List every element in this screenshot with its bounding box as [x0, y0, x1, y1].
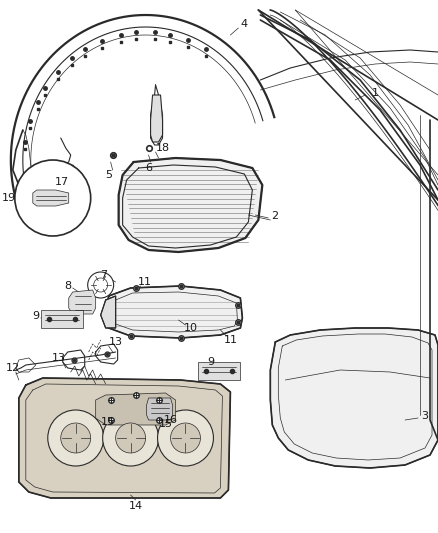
- Text: 9: 9: [32, 311, 39, 321]
- Text: 7: 7: [100, 270, 107, 280]
- Text: 8: 8: [64, 281, 71, 291]
- Circle shape: [102, 410, 159, 466]
- Polygon shape: [101, 296, 116, 328]
- Text: 6: 6: [145, 163, 152, 173]
- Polygon shape: [33, 190, 69, 206]
- Polygon shape: [147, 398, 173, 420]
- Circle shape: [48, 410, 104, 466]
- Circle shape: [88, 272, 113, 298]
- Text: 11: 11: [138, 277, 152, 287]
- Text: 13: 13: [52, 353, 66, 363]
- Text: 9: 9: [207, 357, 214, 367]
- Text: 19: 19: [2, 193, 16, 203]
- Text: 16: 16: [163, 415, 177, 425]
- Text: 17: 17: [55, 177, 69, 187]
- Text: 18: 18: [155, 143, 170, 153]
- Text: 13: 13: [109, 337, 123, 347]
- Text: 15: 15: [101, 417, 115, 427]
- Circle shape: [170, 423, 201, 453]
- Polygon shape: [270, 328, 438, 468]
- Polygon shape: [19, 378, 230, 498]
- Text: 5: 5: [105, 170, 112, 180]
- Text: 14: 14: [128, 501, 143, 511]
- Text: 1: 1: [371, 88, 378, 98]
- Circle shape: [116, 423, 145, 453]
- Text: 12: 12: [6, 363, 20, 373]
- Polygon shape: [95, 393, 176, 425]
- Text: 3: 3: [421, 411, 428, 421]
- Circle shape: [61, 423, 91, 453]
- Circle shape: [158, 410, 213, 466]
- Polygon shape: [151, 95, 162, 142]
- Text: 2: 2: [271, 211, 278, 221]
- Polygon shape: [106, 286, 242, 338]
- Circle shape: [15, 160, 91, 236]
- Text: 15: 15: [159, 419, 173, 429]
- Polygon shape: [119, 158, 262, 252]
- Text: 11: 11: [223, 335, 237, 345]
- Text: 10: 10: [184, 323, 198, 333]
- Polygon shape: [198, 362, 240, 380]
- Polygon shape: [41, 310, 83, 328]
- Polygon shape: [69, 290, 95, 314]
- Text: 4: 4: [241, 19, 248, 29]
